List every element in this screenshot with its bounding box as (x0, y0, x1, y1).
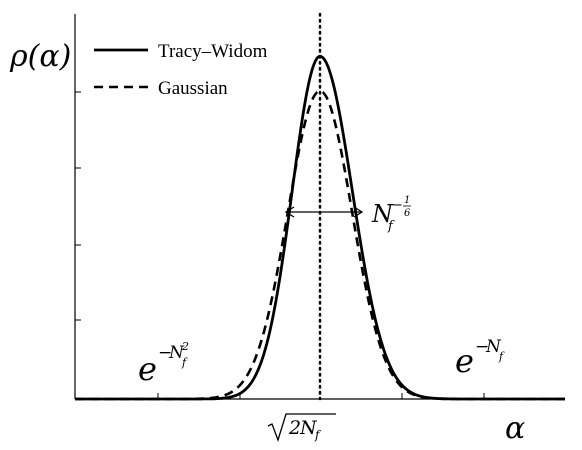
svg-text:N: N (371, 200, 394, 228)
svg-text:f: f (387, 219, 395, 234)
x-axis-label: α (505, 411, 525, 446)
svg-text:−: − (392, 198, 403, 213)
svg-text:N: N (168, 343, 185, 363)
svg-text:−: − (475, 337, 489, 357)
axis-ticks (75, 91, 485, 399)
svg-text:6: 6 (404, 208, 411, 219)
svg-text:f: f (498, 350, 505, 363)
svg-text:e: e (138, 350, 157, 388)
svg-text:e: e (455, 342, 474, 380)
svg-text:−: − (158, 343, 172, 363)
legend: Tracy–Widom Gaussian (94, 41, 268, 99)
width-arrow (284, 206, 364, 218)
y-axis-label: ρ(α) (9, 39, 71, 74)
legend-label-gaussian: Gaussian (158, 78, 228, 99)
x-tick-label-sqrt: 2 N f (267, 413, 336, 443)
svg-text:2: 2 (181, 340, 189, 353)
svg-text:N: N (299, 417, 318, 439)
svg-text:f: f (181, 356, 188, 369)
annotation-left-tail: e − N f 2 (138, 340, 189, 388)
svg-text:N: N (485, 337, 502, 357)
svg-text:f: f (314, 428, 322, 442)
series-tracy-widom-line (75, 54, 565, 401)
annotation-width: N f − 1 6 (371, 195, 411, 234)
svg-text:2: 2 (288, 417, 301, 439)
y-axis-label-text: ρ(α) (9, 39, 71, 74)
legend-label-tracy-widom: Tracy–Widom (158, 41, 268, 62)
svg-text:1: 1 (404, 195, 410, 206)
annotation-right-tail: e − N f (455, 337, 505, 380)
